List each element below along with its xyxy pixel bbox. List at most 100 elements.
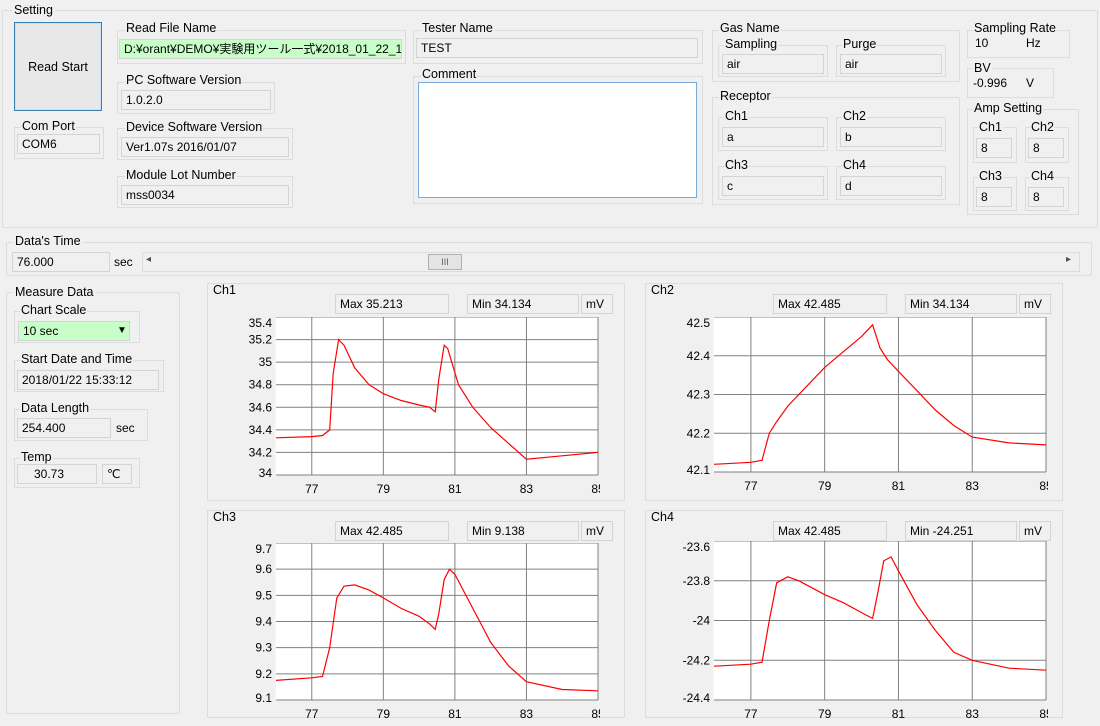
ch4-ytick-label: -24 — [693, 614, 711, 628]
tester-name-field[interactable]: TEST — [416, 38, 698, 58]
chart-scale-dropdown-arrow-icon[interactable]: ▼ — [117, 325, 127, 336]
ch4-xtick-label: 77 — [744, 707, 758, 721]
ch1-max-field: Max 35.213 — [335, 294, 449, 314]
ch3-series-line — [275, 568, 599, 692]
ch1-unit-field: mV — [581, 294, 613, 314]
temp-group — [14, 458, 140, 488]
ch3-ytick-label: 9.2 — [255, 667, 272, 681]
measure-data-title: Measure Data — [13, 285, 96, 299]
setting-group — [2, 10, 1098, 228]
ch4-chart-title: Ch4 — [651, 510, 674, 524]
receptor-ch1-field: a — [722, 127, 824, 147]
receptor-ch3-group — [718, 166, 828, 200]
datas-time-group — [6, 242, 1092, 276]
ch3-xtick-label: 81 — [448, 707, 462, 721]
ch2-xtick-label: 81 — [892, 479, 906, 493]
ch2-min-field: Min 34.134 — [905, 294, 1017, 314]
datas-time-unit: sec — [114, 255, 133, 269]
purge-label: Purge — [842, 37, 878, 51]
ch1-xtick-label: 79 — [377, 482, 391, 496]
ch1-series-line — [275, 338, 599, 460]
sampling-rate-unit: Hz — [1026, 36, 1041, 50]
ch4-xtick-label: 79 — [818, 707, 832, 721]
tester-name-label: Tester Name — [421, 21, 494, 35]
receptor-ch4-field: d — [840, 176, 942, 196]
ch2-plot: 42.5 42.4 42.3 42.2 42.1 77 79 81 83 85 — [687, 317, 1048, 493]
ch4-xtick-label: 83 — [966, 707, 980, 721]
module-lot-number-field: mss0034 — [121, 185, 289, 205]
bv-label: BV — [973, 61, 992, 75]
ch2-ytick-label: 42.5 — [687, 317, 711, 330]
ch1-plot: 35.4 35.2 35 34.8 34.6 34.4 34.2 34 77 79 81 83 85 — [249, 317, 600, 496]
chart-scale-label: Chart Scale — [20, 303, 88, 317]
start-date-time-field: 2018/01/22 15:33:12 — [17, 370, 159, 390]
amp-ch3-field: 8 — [976, 187, 1012, 207]
amp-ch1-label: Ch1 — [978, 120, 1003, 134]
comment-group — [413, 76, 703, 204]
ch3-ytick-label: 9.7 — [255, 543, 272, 556]
scroll-right-arrow-icon[interactable]: ▸ — [1066, 254, 1072, 265]
data-length-unit: sec — [116, 421, 135, 435]
ch2-series-line — [713, 323, 1047, 465]
amp-ch3-label: Ch3 — [978, 169, 1003, 183]
amp-ch4-label: Ch4 — [1030, 169, 1055, 183]
setting-title: Setting — [12, 3, 55, 17]
ch4-series-line — [713, 556, 1047, 671]
ch4-ytick-label: -23.6 — [683, 541, 711, 554]
ch2-unit-field: mV — [1019, 294, 1051, 314]
ch2-ytick-label: 42.3 — [687, 388, 711, 402]
read-file-name-field[interactable]: D:¥orant¥DEMO¥実験用ツール一式¥2018_01_22_1 — [119, 39, 402, 59]
com-port-field: COM6 — [17, 134, 100, 154]
com-port-label: Com Port — [21, 119, 76, 133]
receptor-ch2-field: b — [840, 127, 942, 147]
amp-ch4-field: 8 — [1028, 187, 1064, 207]
scroll-thumb[interactable]: III — [428, 254, 462, 270]
start-date-time-label: Start Date and Time — [20, 352, 134, 366]
ch3-max-field: Max 42.485 — [335, 521, 449, 541]
amp-ch2-label: Ch2 — [1030, 120, 1055, 134]
ch4-plot: -23.6 -23.8 -24 -24.2 -24.4 77 79 81 83 85 — [683, 541, 1048, 721]
purge-group — [836, 45, 946, 77]
scroll-thumb-grip-icon: III — [441, 257, 449, 267]
data-length-label: Data Length — [20, 401, 91, 415]
ch1-xtick-label: 77 — [305, 482, 319, 496]
chart-scale-select[interactable]: 10 sec — [18, 321, 130, 341]
ch3-ytick-label: 9.6 — [255, 562, 272, 576]
ch3-xtick-label: 77 — [305, 707, 319, 721]
receptor-ch4-label: Ch4 — [842, 158, 867, 172]
ch2-max-field: Max 42.485 — [773, 294, 887, 314]
ch3-ytick-label: 9.5 — [255, 588, 272, 602]
ch1-ytick-label: 34.2 — [249, 445, 273, 459]
comment-textarea[interactable] — [418, 82, 697, 198]
ch2-chart-title: Ch2 — [651, 283, 674, 297]
gas-name-label: Gas Name — [719, 21, 781, 35]
ch2-xtick-label: 79 — [818, 479, 832, 493]
data-length-field: 254.400 — [17, 418, 111, 438]
read-start-button[interactable]: Read Start — [14, 22, 102, 111]
ch1-ytick-label: 35 — [259, 355, 273, 369]
ch3-xtick-label: 85 — [591, 707, 600, 721]
ch4-ytick-label: -24.4 — [683, 691, 711, 705]
bv-value: -0.996 — [973, 76, 1008, 90]
ch1-xtick-label: 81 — [448, 482, 462, 496]
ch1-min-field: Min 34.134 — [467, 294, 579, 314]
receptor-ch1-group — [718, 117, 828, 151]
sampling-label: Sampling — [724, 37, 779, 51]
device-software-version-field: Ver1.07s 2016/01/07 — [121, 137, 289, 157]
temp-label: Temp — [20, 450, 53, 464]
scroll-left-arrow-icon[interactable]: ◂ — [146, 254, 152, 265]
temp-unit: ℃ — [102, 464, 132, 484]
purge-field: air — [840, 54, 942, 74]
ch4-max-field: Max 42.485 — [773, 521, 887, 541]
ch3-chart-title: Ch3 — [213, 510, 236, 524]
receptor-ch4-group — [836, 166, 946, 200]
ch2-xtick-label: 77 — [744, 479, 758, 493]
read-start-label: Read Start — [28, 59, 88, 74]
datas-time-scrollbar[interactable] — [142, 252, 1080, 272]
device-software-version-label: Device Software Version — [125, 120, 264, 134]
ch1-xtick-label: 83 — [520, 482, 534, 496]
ch1-ytick-label: 35.4 — [249, 317, 273, 330]
ch2-ytick-label: 42.2 — [687, 426, 711, 440]
ch4-unit-field: mV — [1019, 521, 1051, 541]
pc-software-version-field: 1.0.2.0 — [121, 90, 271, 110]
